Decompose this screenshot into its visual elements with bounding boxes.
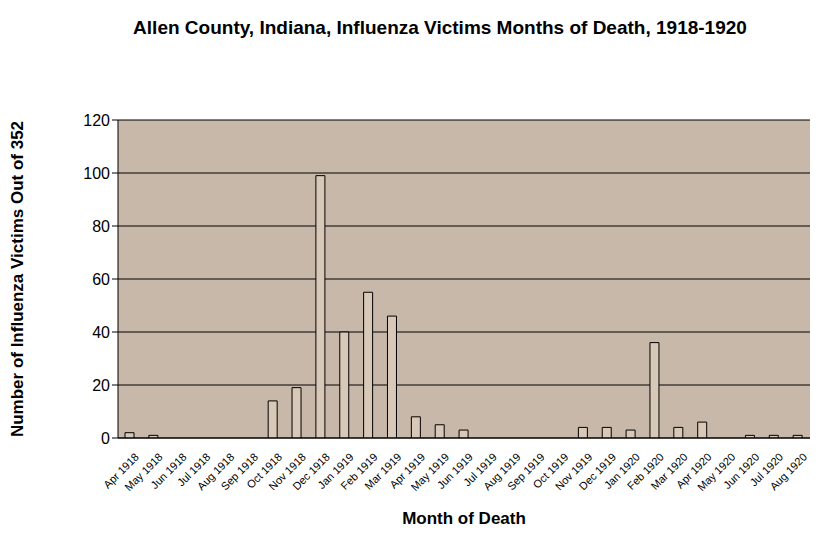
svg-text:Aug 1920: Aug 1920 — [767, 451, 809, 493]
svg-text:Nov 1918: Nov 1918 — [266, 450, 308, 493]
svg-text:Nov 1919: Nov 1919 — [552, 450, 595, 493]
svg-text:20: 20 — [92, 377, 110, 394]
html-text:Allen County, Indiana, Influen: Allen County, Indiana, Influenza Victims… — [133, 17, 747, 38]
svg-text:60: 60 — [92, 271, 110, 288]
svg-text:May 1920: May 1920 — [694, 450, 738, 494]
svg-text:100: 100 — [83, 165, 110, 182]
svg-text:Aug 1918: Aug 1918 — [194, 450, 237, 493]
svg-text:120: 120 — [83, 112, 110, 129]
svg-text:Jun 1920: Jun 1920 — [720, 450, 762, 492]
svg-text:Feb 1919: Feb 1919 — [338, 450, 380, 492]
svg-text:Apr 1920: Apr 1920 — [673, 450, 714, 491]
svg-text:Jul 1920: Jul 1920 — [747, 450, 786, 489]
svg-text:Jun 1919: Jun 1919 — [434, 450, 476, 492]
svg-text:Apr 1918: Apr 1918 — [100, 450, 141, 491]
svg-text:Aug 1919: Aug 1919 — [481, 450, 523, 493]
svg-text:May 1918: May 1918 — [122, 450, 165, 494]
svg-text:Mar 1919: Mar 1919 — [362, 450, 404, 492]
svg-text:Apr 1919: Apr 1919 — [387, 450, 428, 491]
svg-text:Feb 1920: Feb 1920 — [624, 450, 666, 492]
svg-text:Mar 1920: Mar 1920 — [648, 450, 690, 492]
svg-text:Jan 1919: Jan 1919 — [315, 450, 356, 492]
html-text:Number of Influenza Victims Ou: Number of Influenza Victims Out of 352 — [8, 120, 27, 438]
svg-text:Dec 1919: Dec 1919 — [576, 450, 619, 493]
svg-text:Jan 1920: Jan 1920 — [601, 450, 643, 492]
svg-text:Jul 1918: Jul 1918 — [174, 450, 213, 489]
svg-text:Dec 1918: Dec 1918 — [290, 450, 332, 493]
svg-text:Sep 1919: Sep 1919 — [504, 450, 547, 493]
svg-text:Jun 1918: Jun 1918 — [148, 450, 189, 492]
svg-text:40: 40 — [92, 324, 110, 341]
svg-text:80: 80 — [92, 218, 110, 235]
svg-text:Oct 1918: Oct 1918 — [244, 450, 285, 491]
svg-text:Sep 1918: Sep 1918 — [218, 450, 261, 493]
svg-text:Month of Death: Month of Death — [402, 509, 526, 528]
svg-text:May 1919: May 1919 — [408, 450, 452, 494]
svg-text:Oct 1919: Oct 1919 — [530, 450, 571, 491]
svg-text:Jul 1919: Jul 1919 — [461, 450, 499, 489]
svg-text:0: 0 — [101, 430, 110, 447]
